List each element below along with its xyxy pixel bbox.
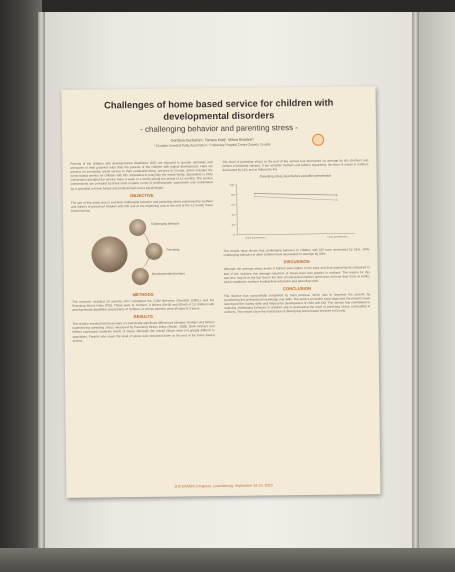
- chart-y-tick-label: 40: [231, 213, 235, 217]
- stress-chart: Parenting stress level before and after …: [223, 173, 370, 245]
- poster-footer: 11th EAMDA Congress, Luxembourg, Septemb…: [174, 483, 273, 489]
- intro-text: Parents of the children with development…: [70, 160, 213, 191]
- diagram-label-parenting: Parenting: [166, 247, 180, 252]
- chart-y-tick-label: 100: [229, 183, 234, 187]
- adjacent-panel: [419, 12, 455, 572]
- diagram-label-disorders: Developmental disorders: [151, 271, 185, 276]
- chart-note-text: The results have shown that challenging …: [223, 247, 370, 258]
- chart-y-axis: [236, 185, 238, 236]
- behavior-photo: [129, 218, 147, 237]
- poster-title: Challenges of home based service for chi…: [104, 96, 334, 122]
- right-intro-text: The level of parenting stress at the end…: [222, 158, 369, 173]
- chart-title: Parenting stress level before and after …: [259, 173, 332, 179]
- floor: [0, 548, 455, 572]
- diagram-label-behavior: Challenging behavior: [151, 221, 180, 226]
- poster-left-column: Parents of the children with development…: [70, 160, 214, 345]
- discussion-text: Although the average stress levels of fa…: [223, 265, 370, 284]
- chart-y-tick-label: 20: [232, 223, 236, 227]
- discussion-heading: DISCUSSION: [283, 259, 310, 265]
- chart-x-tick-label: Initial assessment: [245, 236, 266, 240]
- objective-text: The aim of this study was to examine cha…: [70, 198, 213, 213]
- chart-y-tick-label: 0: [233, 233, 235, 237]
- chart-point: [254, 193, 256, 195]
- panel-right-rail: [412, 12, 419, 572]
- chart-x-axis: [237, 233, 356, 236]
- chart-series-line: [254, 196, 337, 201]
- family-photo: [91, 236, 128, 273]
- poster: Challenges of home based service for chi…: [61, 86, 381, 498]
- conclusion-text: The Service has successfully completed i…: [224, 292, 371, 315]
- chart-y-tick-label: 80: [231, 193, 235, 197]
- chart-point: [254, 196, 256, 198]
- methods-text: The research included 20 parents who com…: [72, 298, 215, 312]
- results-heading: RESULTS: [133, 314, 153, 320]
- concept-diagram: Challenging behavior Parenting Developme…: [71, 214, 214, 290]
- chart-point: [336, 194, 338, 197]
- panel-left-rail: [38, 12, 45, 572]
- results-text: The results revealed that there were no …: [72, 320, 215, 343]
- objective-heading: OBJECTIVE: [129, 192, 154, 198]
- chart-y-tick-label: 60: [231, 203, 235, 207]
- ceiling-strip: [0, 0, 455, 14]
- conclusion-heading: CONCLUSION: [282, 285, 312, 292]
- logo-icon: [312, 133, 325, 146]
- background-left-wall: [0, 0, 42, 572]
- chart-x-tick-label: Final assessment: [327, 235, 348, 239]
- parenting-photo: [145, 242, 163, 260]
- disorders-photo: [131, 267, 149, 286]
- methods-heading: METHODS: [132, 291, 154, 298]
- chart-plot: 0 20 40 60 80 100 Initial assessment Final asse…: [229, 183, 356, 240]
- chart-point: [336, 199, 338, 202]
- poster-right-column: The level of parenting stress at the end…: [222, 158, 370, 317]
- chart-series-line: [254, 193, 337, 196]
